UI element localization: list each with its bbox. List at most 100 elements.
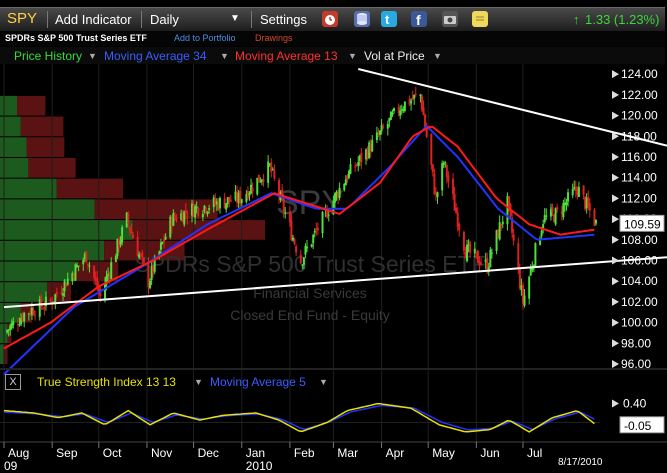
candle-up	[487, 266, 490, 272]
ma34-line	[3, 124, 595, 376]
legend-ma5[interactable]: Moving Average 5	[210, 375, 306, 389]
candle-down	[97, 286, 100, 293]
lower-trendline[interactable]	[3, 256, 667, 309]
candle-down	[462, 231, 465, 251]
candle-up	[195, 206, 198, 209]
candle-down	[584, 196, 587, 210]
candle-up	[212, 197, 215, 208]
chevron-down-icon[interactable]: ▼	[220, 51, 229, 61]
candle-down	[72, 274, 75, 279]
toolbar-separator	[251, 11, 252, 28]
candle-up	[571, 189, 574, 196]
symbol-field[interactable]: SPY	[7, 10, 38, 27]
vol-bar-up	[0, 157, 29, 178]
alarm-clock-icon[interactable]	[322, 11, 338, 27]
toolbar-separator	[47, 11, 48, 28]
candle-down	[34, 315, 37, 317]
chevron-down-icon[interactable]: ▼	[433, 51, 442, 61]
close-pane-button[interactable]: X	[5, 374, 21, 390]
candle-up	[305, 246, 308, 249]
candle-down	[136, 236, 139, 257]
facebook-icon[interactable]: f	[411, 11, 427, 28]
candle-up	[489, 249, 492, 267]
y-tick-label: 98.00	[621, 336, 651, 350]
candle-up	[250, 184, 253, 194]
candle-up	[83, 253, 86, 260]
candle-up	[23, 312, 26, 322]
toolbar: SPY Add Indicator Daily ▼ Settings t f ↑…	[0, 7, 665, 32]
candle-up	[245, 193, 248, 202]
candle-down	[239, 190, 242, 204]
upper-trendline[interactable]	[358, 68, 667, 147]
candle-down	[582, 185, 585, 195]
candle-down	[316, 227, 319, 231]
legend-ma34[interactable]: Moving Average 34	[104, 49, 207, 63]
camera-icon[interactable]	[442, 11, 458, 27]
candle-up	[302, 257, 305, 265]
vol-bar-up	[0, 178, 57, 199]
legend-price-history[interactable]: Price History	[14, 49, 83, 63]
sticky-note-icon[interactable]	[472, 11, 488, 27]
add-indicator-button[interactable]: Add Indicator	[55, 12, 132, 27]
add-to-portfolio-link[interactable]: Add to Portfolio	[174, 33, 236, 43]
candle-up	[501, 221, 504, 225]
candle-up	[292, 237, 295, 241]
candle-down	[262, 179, 265, 182]
candle-down	[593, 209, 596, 226]
chevron-down-icon[interactable]: ▼	[88, 51, 97, 61]
legend-bar: Price History ▼ Moving Average 34 ▼ Movi…	[0, 47, 665, 64]
interval-select[interactable]: Daily	[150, 12, 179, 27]
price-chart[interactable]: SPY SPDRs S&P 500 Trust Series ETF Finan…	[0, 64, 667, 473]
candle-up	[410, 100, 413, 104]
candle-down	[40, 296, 43, 307]
legend-vol-at-price[interactable]: Vol at Price	[364, 49, 425, 63]
legend-ma13[interactable]: Moving Average 13	[235, 49, 338, 63]
y-tick-label: 112.00	[621, 191, 657, 205]
pane-divider[interactable]	[0, 368, 667, 370]
candle-up	[256, 177, 259, 195]
candle-down	[511, 217, 514, 233]
candle-down	[86, 263, 89, 266]
candle-down	[55, 291, 58, 295]
candle-down	[476, 250, 479, 264]
candle-up	[565, 202, 568, 206]
candle-up	[119, 240, 122, 245]
candle-down	[299, 254, 302, 264]
legend-tsi[interactable]: True Strength Index 13 13	[37, 375, 176, 389]
candle-up	[321, 211, 324, 234]
candle-up	[206, 211, 209, 214]
candle-up	[349, 164, 352, 174]
candle-down	[430, 133, 433, 165]
chevron-down-icon[interactable]: ▼	[194, 377, 203, 387]
candle-down	[464, 251, 467, 259]
chevron-down-icon[interactable]: ▼	[230, 13, 240, 24]
database-icon[interactable]	[354, 11, 370, 27]
candle-down	[131, 234, 134, 239]
candle-down	[223, 198, 226, 209]
chevron-down-icon[interactable]: ▼	[348, 51, 357, 61]
last-price-box	[619, 214, 665, 232]
drawings-link[interactable]: Drawings	[255, 33, 293, 43]
candle-down	[326, 210, 329, 218]
candle-down	[214, 199, 217, 205]
candle-up	[208, 208, 211, 210]
candle-down	[288, 211, 291, 223]
candle-up	[12, 321, 15, 326]
candle-up	[218, 197, 221, 209]
candle-down	[282, 197, 285, 212]
candle-up	[116, 238, 119, 256]
candle-down	[434, 194, 437, 196]
candle-down	[366, 150, 369, 159]
tsi-last-box	[619, 416, 665, 434]
candle-up	[180, 213, 183, 221]
candle-down	[377, 134, 380, 136]
twitter-icon[interactable]: t	[381, 11, 397, 27]
chevron-down-icon[interactable]: ▼	[319, 377, 328, 387]
candle-up	[577, 186, 580, 197]
candle-up	[327, 214, 330, 216]
settings-button[interactable]: Settings	[260, 12, 307, 27]
candle-up	[441, 163, 444, 191]
watermark-type: Closed End Fund - Equity	[230, 307, 390, 323]
candle-up	[203, 205, 206, 212]
tick-arrow-icon	[612, 297, 619, 306]
